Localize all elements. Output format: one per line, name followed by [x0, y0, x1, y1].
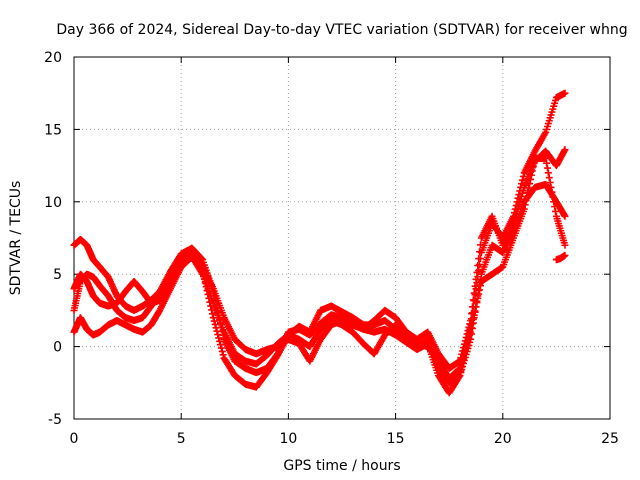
data-point [523, 192, 531, 200]
series-track-2 [70, 180, 569, 391]
y-tick-label: 0 [53, 340, 62, 356]
data-point [561, 146, 569, 154]
data-point [473, 299, 481, 307]
data-point [455, 365, 463, 373]
x-axis-label: GPS time / hours [283, 458, 400, 474]
data-point [527, 171, 535, 179]
data-point [551, 203, 559, 211]
data-point [217, 344, 225, 352]
x-tick-label: 5 [177, 431, 186, 447]
data-point [475, 290, 483, 298]
plot-frame [73, 56, 611, 420]
data-point [216, 337, 224, 345]
data-point [521, 201, 529, 209]
data-point [467, 328, 475, 336]
y-tick-label: 20 [44, 50, 62, 66]
y-tick-label: 15 [44, 122, 62, 138]
data-point [561, 251, 569, 259]
data-point [470, 289, 478, 297]
data-point [476, 282, 484, 290]
data-point [476, 241, 484, 249]
data-point [218, 347, 226, 355]
data-point [470, 311, 478, 319]
y-tick-label: 5 [53, 267, 62, 283]
data-point [208, 310, 216, 318]
data-point [525, 184, 533, 192]
data-point [545, 174, 553, 182]
y-tick-label: 10 [44, 195, 62, 211]
data-point [561, 241, 569, 249]
data-point [215, 334, 223, 342]
data-point [472, 303, 480, 311]
data-point [476, 286, 484, 294]
data-point [548, 188, 556, 196]
data-point [522, 197, 530, 205]
axis-ticks [73, 56, 611, 420]
data-point [475, 255, 483, 263]
data-point [473, 268, 481, 276]
data-point [468, 320, 476, 328]
data-point [472, 275, 480, 283]
x-tick-label: 0 [70, 431, 79, 447]
data-point [476, 248, 484, 256]
data-point [549, 193, 557, 201]
data-point [529, 163, 537, 171]
data-point [544, 169, 552, 177]
x-tick-label: 10 [279, 431, 297, 447]
x-tick-label: 25 [601, 431, 619, 447]
data-point [469, 296, 477, 304]
data-point [543, 164, 551, 172]
chart-title: Day 366 of 2024, Sidereal Day-to-day VTE… [56, 22, 627, 38]
x-tick-label: 20 [494, 431, 512, 447]
series-track-4 [70, 154, 569, 382]
data-point [528, 167, 536, 175]
data-point [526, 180, 534, 188]
data-point [561, 212, 569, 220]
data-point [213, 327, 221, 335]
data-point [210, 317, 218, 325]
data-point [530, 159, 538, 167]
data-point [542, 154, 550, 162]
data-point [550, 198, 558, 206]
data-point [214, 331, 222, 339]
data-point [468, 324, 476, 332]
series-track-3 [70, 146, 569, 372]
data-point [546, 178, 554, 186]
data-point [217, 341, 225, 349]
series-extra [552, 251, 569, 264]
data-point [219, 351, 227, 359]
data-point [520, 205, 528, 213]
data-point [543, 159, 551, 167]
data-point [212, 324, 220, 332]
data-point [552, 207, 560, 215]
x-tick-label: 15 [387, 431, 405, 447]
data-point [526, 175, 534, 183]
data-point [561, 89, 569, 97]
axis-tick-labels: 0 5 10 15 20 25 -5 0 5 10 15 20 [44, 50, 619, 447]
y-tick-label: -5 [48, 412, 62, 428]
data-point [471, 307, 479, 315]
grid-lines [74, 57, 610, 419]
y-axis-label: SDTVAR / TECUs [8, 181, 24, 296]
data-point [474, 294, 482, 302]
data-point [474, 262, 482, 270]
data-series [70, 89, 569, 397]
data-point [198, 269, 206, 277]
data-point [547, 183, 555, 191]
data-point [524, 188, 532, 196]
data-point [211, 320, 219, 328]
data-point [469, 315, 477, 323]
